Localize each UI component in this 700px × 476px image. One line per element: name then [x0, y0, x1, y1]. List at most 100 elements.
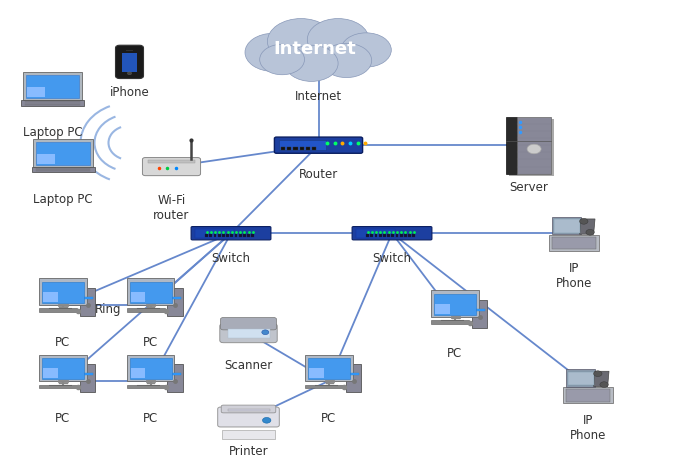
- FancyBboxPatch shape: [220, 317, 276, 330]
- Text: Router: Router: [299, 168, 338, 181]
- Bar: [234, 234, 237, 237]
- Bar: [21, 100, 84, 106]
- Bar: [552, 237, 596, 249]
- Text: PC: PC: [143, 336, 158, 348]
- Text: Ring: Ring: [95, 303, 122, 316]
- FancyBboxPatch shape: [116, 45, 144, 79]
- Bar: [366, 234, 369, 237]
- Bar: [247, 234, 250, 237]
- Bar: [400, 234, 402, 237]
- Bar: [356, 229, 395, 238]
- Bar: [209, 234, 212, 237]
- Bar: [127, 308, 164, 312]
- Bar: [228, 409, 270, 411]
- Bar: [309, 368, 323, 378]
- Circle shape: [260, 44, 304, 75]
- Bar: [552, 217, 581, 234]
- Circle shape: [307, 19, 369, 60]
- Text: Scanner: Scanner: [225, 359, 272, 372]
- Bar: [312, 147, 316, 150]
- Bar: [435, 304, 449, 314]
- Text: PC: PC: [143, 412, 158, 425]
- Bar: [43, 292, 57, 302]
- Bar: [517, 117, 552, 174]
- Bar: [80, 364, 95, 392]
- Circle shape: [341, 33, 391, 67]
- Bar: [226, 234, 229, 237]
- Bar: [305, 385, 343, 388]
- Bar: [222, 234, 225, 237]
- Bar: [281, 147, 285, 150]
- Bar: [39, 355, 87, 381]
- Bar: [42, 282, 84, 303]
- Bar: [25, 75, 80, 98]
- Bar: [127, 385, 164, 388]
- Text: Server: Server: [509, 181, 548, 194]
- Bar: [374, 234, 377, 237]
- Bar: [126, 50, 133, 51]
- Circle shape: [127, 72, 132, 75]
- FancyBboxPatch shape: [221, 405, 276, 413]
- Text: IP
Phone: IP Phone: [570, 414, 606, 442]
- Bar: [472, 300, 487, 328]
- FancyBboxPatch shape: [143, 158, 200, 176]
- Text: Printer: Printer: [229, 445, 268, 458]
- Bar: [82, 373, 93, 375]
- Bar: [395, 234, 398, 237]
- FancyBboxPatch shape: [191, 227, 271, 240]
- Bar: [80, 288, 95, 317]
- Bar: [391, 234, 394, 237]
- Bar: [228, 329, 270, 338]
- Bar: [205, 234, 208, 237]
- Bar: [37, 154, 55, 164]
- FancyBboxPatch shape: [220, 324, 277, 343]
- Bar: [214, 234, 216, 237]
- Text: PC: PC: [447, 347, 463, 360]
- Bar: [408, 234, 411, 237]
- Bar: [130, 282, 172, 303]
- Bar: [167, 364, 183, 392]
- Bar: [122, 53, 137, 72]
- Text: Switch: Switch: [211, 252, 251, 265]
- Bar: [505, 117, 517, 174]
- Bar: [36, 142, 90, 165]
- Circle shape: [594, 371, 602, 377]
- Bar: [82, 297, 93, 299]
- FancyBboxPatch shape: [274, 137, 363, 153]
- Bar: [379, 234, 382, 237]
- Bar: [566, 389, 610, 402]
- Bar: [27, 88, 45, 97]
- Bar: [279, 140, 326, 150]
- Bar: [346, 364, 361, 392]
- Circle shape: [285, 45, 338, 81]
- Bar: [566, 369, 595, 387]
- Bar: [474, 309, 485, 311]
- Text: Wi-Fi
router: Wi-Fi router: [153, 194, 190, 222]
- Circle shape: [586, 229, 594, 235]
- Text: PC: PC: [321, 412, 337, 425]
- Bar: [195, 229, 234, 238]
- Bar: [131, 368, 145, 378]
- Bar: [287, 147, 291, 150]
- Bar: [131, 292, 145, 302]
- Bar: [305, 355, 353, 381]
- Bar: [431, 320, 469, 324]
- Text: Switch: Switch: [372, 252, 412, 265]
- FancyBboxPatch shape: [352, 227, 432, 240]
- Bar: [239, 234, 241, 237]
- Circle shape: [262, 330, 269, 335]
- Circle shape: [527, 144, 541, 154]
- Text: Internet: Internet: [295, 90, 342, 103]
- Bar: [308, 358, 350, 379]
- Bar: [563, 387, 613, 404]
- Bar: [431, 290, 479, 317]
- Bar: [127, 355, 174, 381]
- Text: iPhone: iPhone: [110, 86, 149, 99]
- Text: IP
Phone: IP Phone: [556, 262, 592, 290]
- Bar: [222, 430, 275, 439]
- Circle shape: [245, 33, 301, 71]
- Bar: [243, 234, 246, 237]
- Bar: [549, 235, 599, 251]
- Bar: [39, 308, 77, 312]
- Bar: [169, 373, 181, 375]
